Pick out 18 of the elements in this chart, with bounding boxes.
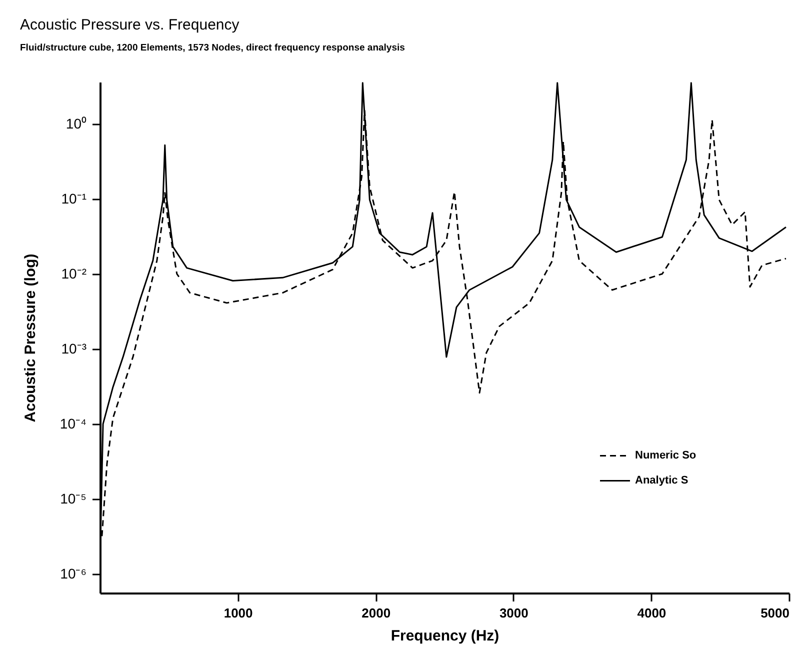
- y-tick-label: 10⁻¹: [61, 190, 87, 206]
- y-tick-label: 10⁻⁶: [60, 566, 86, 582]
- y-tick-label: 10⁻⁴: [60, 415, 86, 432]
- chart-subtitle: Fluid/structure cube, 1200 Elements, 1573 Nodes, direct frequency response analysis: [20, 42, 405, 54]
- y-axis-title: Acoustic Pressure (log): [22, 254, 39, 422]
- x-axis-title: Frequency (Hz): [390, 628, 500, 644]
- x-tick-label: 4000: [637, 606, 666, 620]
- y-tick-label: 10⁻³: [61, 340, 87, 356]
- legend-label: Analytic S: [635, 474, 688, 487]
- x-tick-label: 1000: [224, 606, 253, 620]
- x-tick-label: 3000: [499, 606, 528, 620]
- x-tick-label: 2000: [362, 606, 391, 620]
- x-tick-label: 5000: [760, 606, 790, 620]
- y-tick-label: 10⁰: [66, 115, 86, 132]
- y-tick-label: 10⁻⁵: [60, 490, 86, 507]
- y-tick-label: 10⁻²: [61, 265, 87, 282]
- legend-label: Numeric So: [635, 450, 696, 462]
- chart-title: Acoustic Pressure vs. Frequency: [20, 16, 240, 34]
